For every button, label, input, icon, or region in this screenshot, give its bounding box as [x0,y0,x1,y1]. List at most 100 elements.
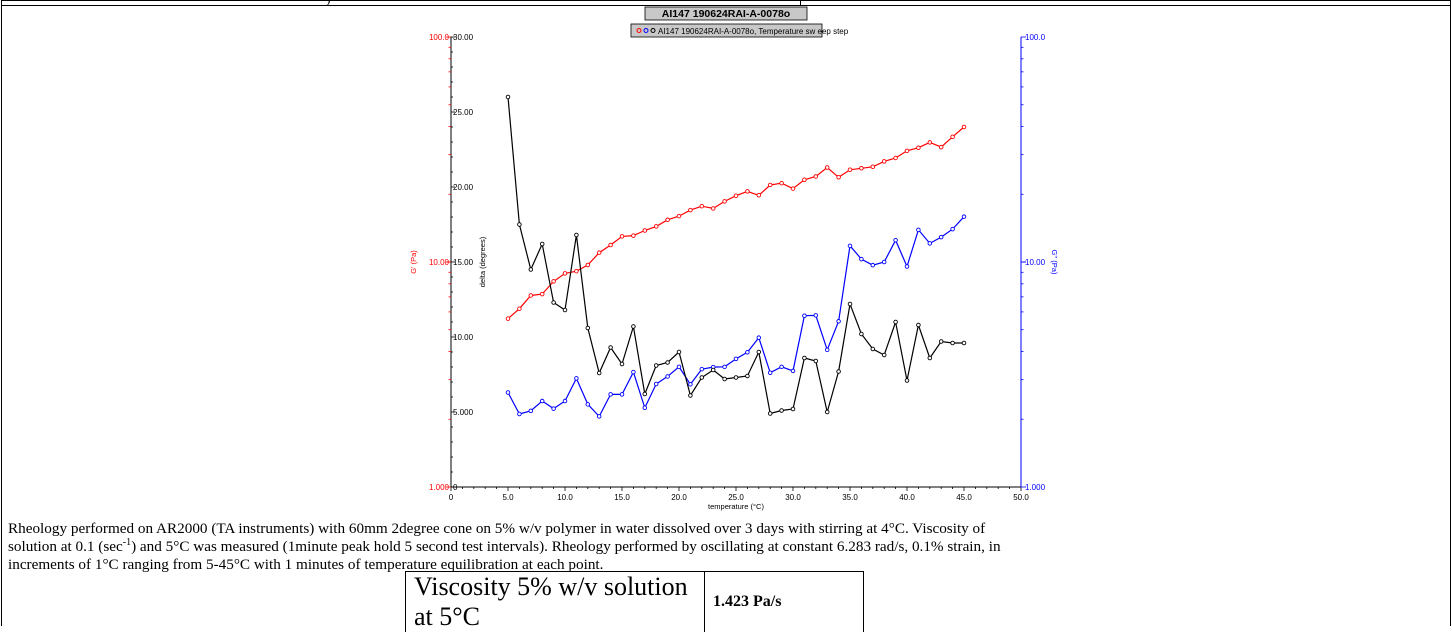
data-point-g-double-prime [814,314,818,318]
data-point-g-prime [746,190,750,194]
data-point-g-double-prime [791,369,795,373]
data-point-g-prime [962,125,966,129]
data-point-g-prime [575,269,579,273]
g-prime-tick-label: 1.000 [429,483,450,492]
data-point-delta [905,379,909,383]
data-point-g-double-prime [632,370,636,374]
data-point-g-double-prime [917,228,921,232]
series-line-delta [508,97,964,414]
data-point-g-prime [951,135,955,139]
data-point-g-double-prime [666,375,670,379]
data-point-g-double-prime [518,412,522,416]
data-point-g-prime [780,181,784,185]
chart-legend-label: AI147 190624RAI-A-0078o, Temperature sw … [658,27,849,36]
data-point-g-prime [529,294,533,298]
data-point-delta [780,409,784,413]
series-line-g-double-prime [508,217,964,417]
data-point-delta [928,356,932,360]
data-point-g-prime [803,178,807,182]
data-point-g-double-prime [654,382,658,386]
data-point-delta [803,356,807,360]
data-point-g-prime [768,183,772,187]
x-tick-label: 25.0 [728,493,744,502]
data-point-g-double-prime [552,407,556,411]
data-point-delta [871,347,875,351]
data-point-delta [848,302,852,306]
data-point-delta [757,350,761,354]
data-point-g-prime [791,187,795,191]
data-point-delta [677,350,681,354]
data-point-g-double-prime [586,403,590,407]
data-point-g-prime [563,272,567,276]
delta-tick-label: 10.00 [453,333,474,342]
data-point-g-prime [860,166,864,170]
viscosity-table: Viscosity 5% w/v solution at 5°C 1.423 P… [405,571,864,632]
data-point-g-prime [609,243,613,247]
data-point-g-prime [734,194,738,198]
data-point-g-double-prime [928,242,932,246]
description-line-1: Rheology performed on AR2000 (TA instrum… [8,520,985,537]
data-point-g-double-prime [871,263,875,267]
data-point-delta [597,371,601,375]
g-double-prime-axis-title: G'' (Pa) [1050,250,1059,275]
data-point-g-prime [677,214,681,218]
data-point-g-double-prime [905,265,909,269]
data-point-g-prime [917,146,921,150]
data-point-g-double-prime [757,336,761,340]
data-point-g-prime [757,193,761,197]
viscosity-value: 1.423 Pa/s [705,572,864,632]
data-point-delta [540,242,544,246]
data-point-delta [734,376,738,380]
data-point-g-prime [666,218,670,222]
data-point-delta [620,362,624,366]
data-point-g-double-prime [529,409,533,413]
data-point-g-prime [654,225,658,229]
data-point-g-prime [620,235,624,239]
x-tick-label: 15.0 [614,493,630,502]
description-line-2b: ) and 5°C was measured (1minute peak hol… [131,538,1000,555]
data-point-g-prime [848,168,852,172]
description-line-2-sup: -1 [123,537,131,548]
data-point-g-prime [689,208,693,212]
data-point-g-double-prime [939,235,943,239]
data-point-g-prime [825,166,829,170]
viscosity-label: Viscosity 5% w/v solution at 5°C [406,572,705,632]
data-point-g-prime [643,229,647,233]
data-point-g-double-prime [689,383,693,387]
delta-tick-label: 15.00 [453,258,474,267]
data-point-g-prime [597,251,601,255]
g-prime-tick-label: 10.00 [429,258,450,267]
data-point-delta [586,326,590,330]
x-tick-label: 0 [449,493,454,502]
data-point-g-double-prime [825,348,829,352]
data-point-delta [825,410,829,414]
data-point-delta [506,95,510,99]
data-point-g-double-prime [506,391,510,395]
data-point-g-double-prime [848,244,852,248]
series-layer [506,95,966,418]
data-point-g-double-prime [894,238,898,242]
data-point-g-double-prime [746,350,750,354]
data-point-delta [746,374,750,378]
x-tick-label: 50.0 [1013,493,1029,502]
delta-tick-label: 20.00 [453,183,474,192]
data-point-g-double-prime [734,357,738,361]
delta-tick-label: 0 [453,483,458,492]
data-point-g-prime [552,280,556,284]
data-point-g-double-prime [837,320,841,324]
data-point-delta [518,223,522,227]
data-point-delta [666,361,670,365]
data-point-g-prime [518,307,522,311]
data-point-g-double-prime [780,365,784,369]
chart-title: AI147 190624RAI-A-0078o [662,8,790,20]
data-point-delta [791,407,795,411]
data-point-g-prime [711,207,715,211]
delta-tick-label: 5.000 [453,408,474,417]
description-line-2a: solution at 0.1 (sec [8,538,123,555]
data-point-delta [609,346,613,350]
data-point-delta [962,341,966,345]
x-tick-label: 35.0 [842,493,858,502]
x-axis-title: temperature (°C) [708,502,764,511]
